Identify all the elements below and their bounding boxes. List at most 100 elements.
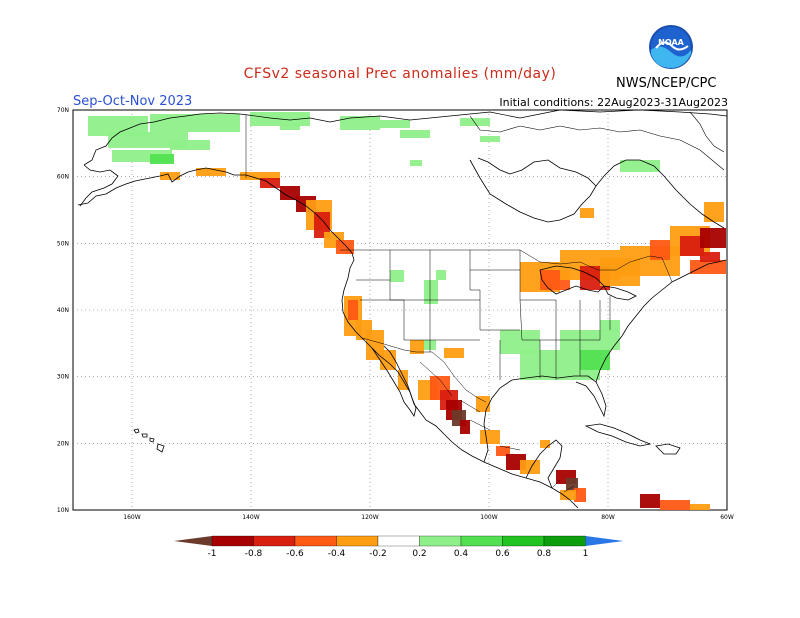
anomaly-patch [160,172,180,180]
anomaly-patch [460,118,490,126]
season-label: Sep-Oct-Nov 2023 [73,94,193,109]
coastline-east-us [595,259,727,383]
colorbar-swatch [336,535,379,547]
anomaly-patch [314,212,330,238]
colorbar-arrow-right [585,536,624,546]
anomaly-patch [496,446,510,456]
anomaly-patch [150,114,240,132]
anomaly-patch [580,350,610,370]
colorbar-swatch [253,535,296,547]
coastline-cuba [584,423,652,447]
anomaly-patch [476,396,490,412]
coastline-greenland [689,111,725,153]
colorbar-swatch [419,535,462,547]
mexico-state-lines [419,361,521,451]
anomaly-patch [540,440,550,448]
noaa-logo-icon: NOAA [649,25,693,69]
lon-label: 100W [480,514,497,521]
colorbar-swatch [502,535,545,547]
great-lakes [539,265,637,301]
coastline-labrador [595,159,725,229]
central-america-borders [551,479,575,493]
anomaly-patch [424,280,438,304]
anomaly-patch [650,240,670,260]
coastline-alaska-west [79,164,119,207]
state-lines [356,250,611,380]
colorbar-label: -0.4 [328,549,346,559]
us-mexico-border [361,337,487,403]
anomaly-patch [444,348,464,358]
colorbar-arrow-left [174,536,212,546]
anomaly-patch [420,340,436,350]
noaa-logo-text: NOAA [658,38,684,47]
coastline-alaska [77,167,355,269]
anomaly-patch [150,154,174,164]
coastlines-layer [77,109,728,509]
lat-label: 70N [57,107,69,114]
anomaly-patch [574,488,586,502]
anomaly-patch [88,116,148,136]
lat-label: 50N [57,240,69,247]
colorbar-swatch [543,535,586,547]
anomaly-patch [410,160,422,166]
coastline-alaska-north [83,112,249,166]
anomaly-patch [280,186,300,200]
anomaly-patch [460,420,470,434]
colorbar-label: -0.6 [286,549,304,559]
colorbar-swatch [294,535,337,547]
colorbar: -1 -0.8 -0.6 -0.4 -0.2 0.2 0.4 0.6 0.8 1 [174,535,624,559]
coastline-baja [371,345,417,417]
colorbar-label: -0.8 [245,549,263,559]
anomaly-patch [340,116,380,130]
anomaly-patch [280,124,300,130]
anomaly-patch [380,350,396,370]
anomaly-patch [108,132,188,148]
lon-label: 160W [123,514,140,521]
colorbar-label: 1 [583,549,589,559]
anomaly-patch [170,140,210,150]
anomaly-patch [400,130,430,138]
coastline-arctic-islands [469,115,725,171]
lon-label: 60W [720,514,734,521]
initial-conditions-label: Initial conditions: 22Aug2023-31Aug2023 [499,96,728,109]
coastline-arctic-canada [247,109,728,123]
coastline-hudson-bay [469,157,597,223]
anomaly-patch [366,330,384,360]
anomaly-patch [520,460,540,474]
coastline-hispaniola [655,443,681,455]
colorbar-swatch [377,535,420,547]
anomaly-patch [410,340,424,354]
anomaly-layer [88,112,726,510]
anomaly-patch [480,430,500,444]
lon-label: 80W [601,514,615,521]
colorbar-label: 0.6 [495,549,510,559]
anomaly-patch [704,202,724,222]
hawaii-islands [133,428,165,453]
map-grid: 70N 60N 50N 40N 30N 20N 10N 160W 140W 120W 100W 80W… [57,107,734,521]
lon-label: 120W [361,514,378,521]
anomaly-patch [390,270,404,282]
agency-label: NWS/NCEP/CPC [616,76,717,91]
anomaly-patch [580,208,594,218]
colorbar-label: -0.2 [369,549,387,559]
lat-label: 30N [57,374,69,381]
anomaly-patch [560,490,576,500]
anomaly-patch [260,178,280,188]
lat-label: 10N [57,507,69,514]
anomaly-patch [480,136,500,142]
colorbar-label: 0.2 [412,549,426,559]
anomaly-patch [640,494,660,508]
colorbar-swatch [211,535,254,547]
state-borders-layer [245,115,673,493]
anomaly-patch [436,270,446,280]
lon-label: 140W [242,514,259,521]
colorbar-swatch [460,535,503,547]
lat-label: 20N [57,440,69,447]
anomaly-patch [348,300,358,320]
anomaly-patch [196,168,226,176]
anomaly-patch [380,120,410,128]
anomaly-patch [690,260,726,274]
anomaly-patch [680,236,704,256]
coastline-gulf [483,375,607,463]
anomaly-patch [660,500,690,510]
